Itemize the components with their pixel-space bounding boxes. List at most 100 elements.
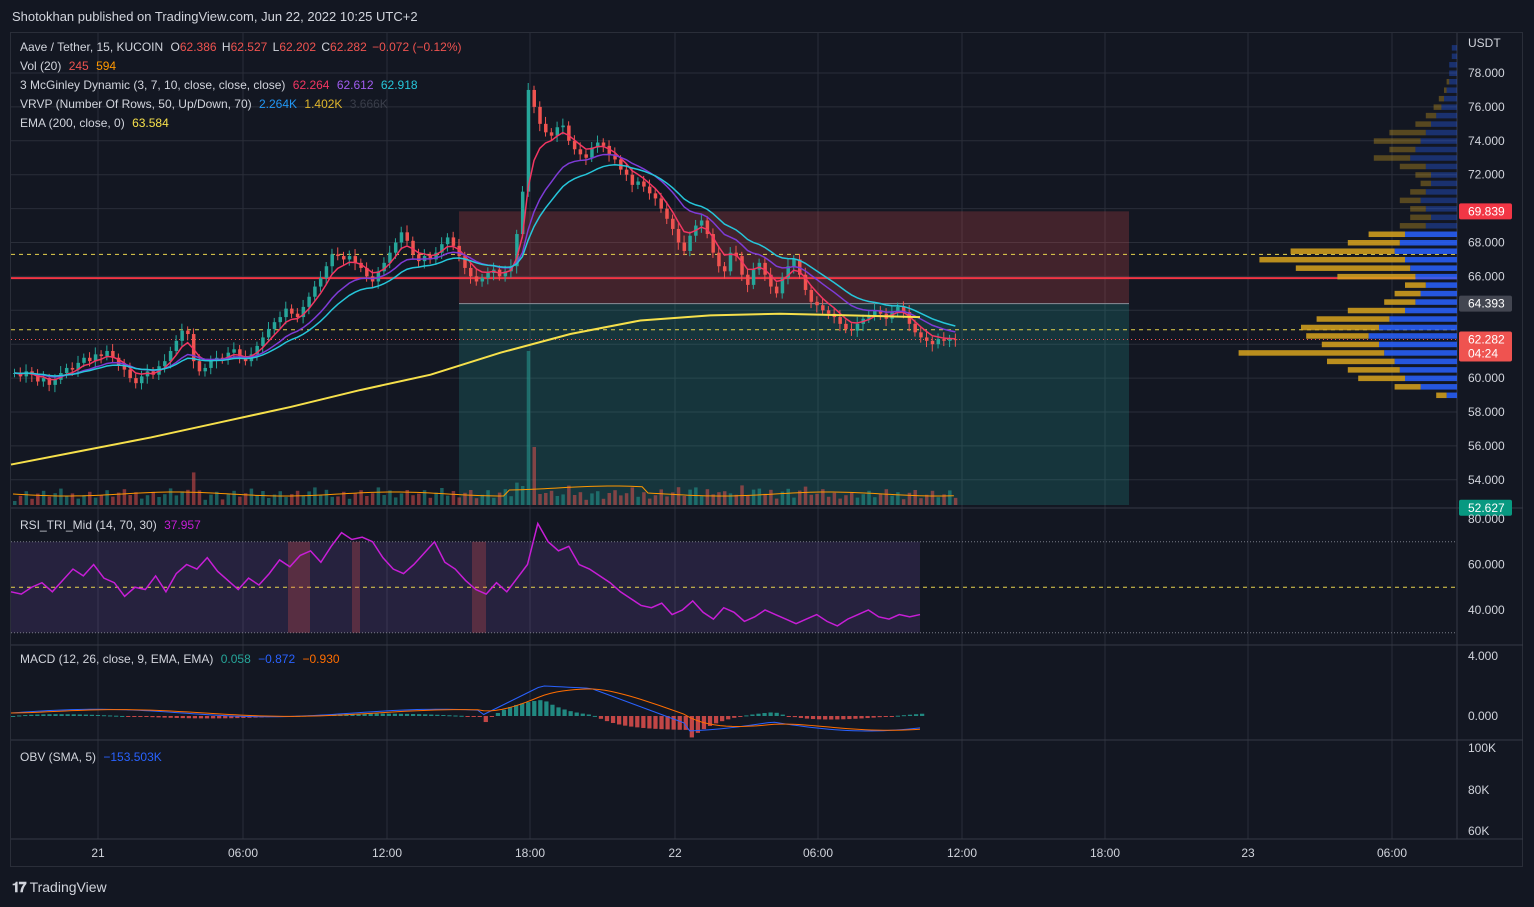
volume-bar <box>682 496 687 505</box>
volume-bar <box>821 489 825 505</box>
volume-bar <box>919 498 923 505</box>
macd-histogram-bar <box>550 704 555 716</box>
close-value: 62.282 <box>330 40 367 54</box>
volume-bar <box>878 493 883 505</box>
chart-frame[interactable] <box>10 32 1523 867</box>
macd-histogram-bar <box>562 709 567 716</box>
vrvp-legend[interactable]: VRVP (Number Of Rows, 50, Up/Down, 70) 2… <box>20 97 388 111</box>
candle-body <box>515 234 519 267</box>
macd-histogram-bar <box>841 716 846 720</box>
volume-profile-down-bar <box>1425 112 1437 119</box>
macd-histogram-bar <box>604 716 610 722</box>
candle-body <box>180 330 184 341</box>
last-price-badge <box>1459 331 1512 362</box>
macd-histogram-bar <box>623 716 628 726</box>
publish-line: Shotokhan published on TradingView.com, … <box>12 9 418 24</box>
volume-profile-down-bar <box>1347 240 1400 246</box>
macd-histogram-bar <box>756 713 761 716</box>
volume-bar <box>630 487 635 505</box>
volume-bar <box>151 491 156 505</box>
macd-histogram-bar <box>362 713 367 716</box>
price-tick-label: 54.000 <box>1468 473 1505 487</box>
candle-body <box>76 362 80 370</box>
volume-profile-up-bar <box>1399 367 1457 373</box>
volume-profile-down-bar <box>1301 324 1379 331</box>
volume-bar <box>474 498 479 505</box>
volume-profile-up-bar <box>1410 265 1457 271</box>
candle-body <box>134 378 138 384</box>
macd-tick-label: 0.000 <box>1468 709 1498 723</box>
ema-legend[interactable]: EMA (200, close, 0) 63.584 <box>20 116 169 130</box>
mcginley-legend[interactable]: 3 McGinley Dynamic (3, 7, 10, close, clo… <box>20 78 418 92</box>
candle-body <box>849 328 854 331</box>
candle-body <box>526 89 531 192</box>
macd-histogram-bar <box>532 701 537 716</box>
candle-body <box>359 262 363 268</box>
candle-body <box>746 274 750 285</box>
price-tick-label: 74.000 <box>1468 134 1505 148</box>
candle-body <box>769 274 773 287</box>
candle-body <box>555 127 560 136</box>
volume-legend[interactable]: Vol (20) 245 594 <box>20 59 116 73</box>
volume-bar <box>105 490 109 505</box>
volume-bar <box>549 490 554 505</box>
volume-bar <box>422 490 427 505</box>
candle-body <box>815 301 819 306</box>
macd-histogram-bar <box>217 716 222 719</box>
candle-body <box>711 234 715 253</box>
volume-bar <box>405 490 410 505</box>
macd-histogram-bar <box>398 713 404 716</box>
volume-bar <box>266 498 271 505</box>
candle-body <box>572 140 577 150</box>
volume-profile-up-bar <box>1420 290 1457 297</box>
candle-body <box>786 266 790 279</box>
macd-histogram-bar <box>732 716 737 718</box>
price-tick-label: 76.000 <box>1468 100 1505 114</box>
publish-header: Shotokhan published on TradingView.com, … <box>0 0 1534 32</box>
macd-histogram-bar <box>156 716 161 718</box>
macd-histogram-bar <box>877 716 882 718</box>
volume-bar <box>728 493 733 505</box>
macd-histogram-bar <box>847 716 852 720</box>
tradingview-footer[interactable]: 𝟏𝟕 TradingView <box>12 879 107 896</box>
volume-bar <box>111 496 115 505</box>
macd-histogram-bar <box>641 716 646 728</box>
volume-profile-up-bar <box>1425 129 1457 136</box>
macd-histogram-bar <box>144 716 149 717</box>
volume-bar <box>451 491 456 505</box>
mcginley-3-value: 62.918 <box>380 78 418 92</box>
macd-histogram-bar <box>114 715 119 717</box>
candle-body <box>330 254 334 267</box>
volume-bar <box>295 490 300 505</box>
volume-bar <box>855 497 860 505</box>
macd-histogram-bar <box>707 716 713 726</box>
candle-body <box>324 266 329 279</box>
rsi-line <box>10 521 921 627</box>
vrvp-total-value: 3.666K <box>349 97 388 111</box>
macd-histogram-bar <box>198 716 204 719</box>
candle-body <box>520 191 525 235</box>
volume-profile-down-bar <box>1290 248 1395 254</box>
candle-body <box>763 262 767 275</box>
rsi-legend[interactable]: RSI_TRI_Mid (14, 70, 30) 37.957 <box>20 518 201 532</box>
candle-body <box>717 252 721 267</box>
volume-bar <box>763 493 767 505</box>
volume-profile-up-bar <box>1446 392 1457 399</box>
symbol-legend[interactable]: Aave / Tether, 15, KUCOIN O62.386 H62.52… <box>20 40 462 54</box>
obv-legend[interactable]: OBV (SMA, 5) −153.503K <box>20 750 162 764</box>
macd-histogram-bar <box>107 715 113 717</box>
volume-profile-up-bar <box>1415 146 1457 153</box>
volume-profile-up-bar <box>1379 324 1457 331</box>
macd-legend[interactable]: MACD (12, 26, close, 9, EMA, EMA) 0.058 … <box>20 652 340 666</box>
candle-body <box>278 317 283 323</box>
volume-bar <box>538 494 542 505</box>
volume-profile-down-bar <box>1394 384 1421 390</box>
candle-body <box>878 310 883 314</box>
volume-bar <box>284 497 288 505</box>
macd-histogram-bar <box>168 716 173 718</box>
candle-body <box>468 267 473 277</box>
volume-bar <box>203 499 207 505</box>
candle-body <box>272 322 277 329</box>
volume-profile-up-bar <box>1449 62 1457 68</box>
